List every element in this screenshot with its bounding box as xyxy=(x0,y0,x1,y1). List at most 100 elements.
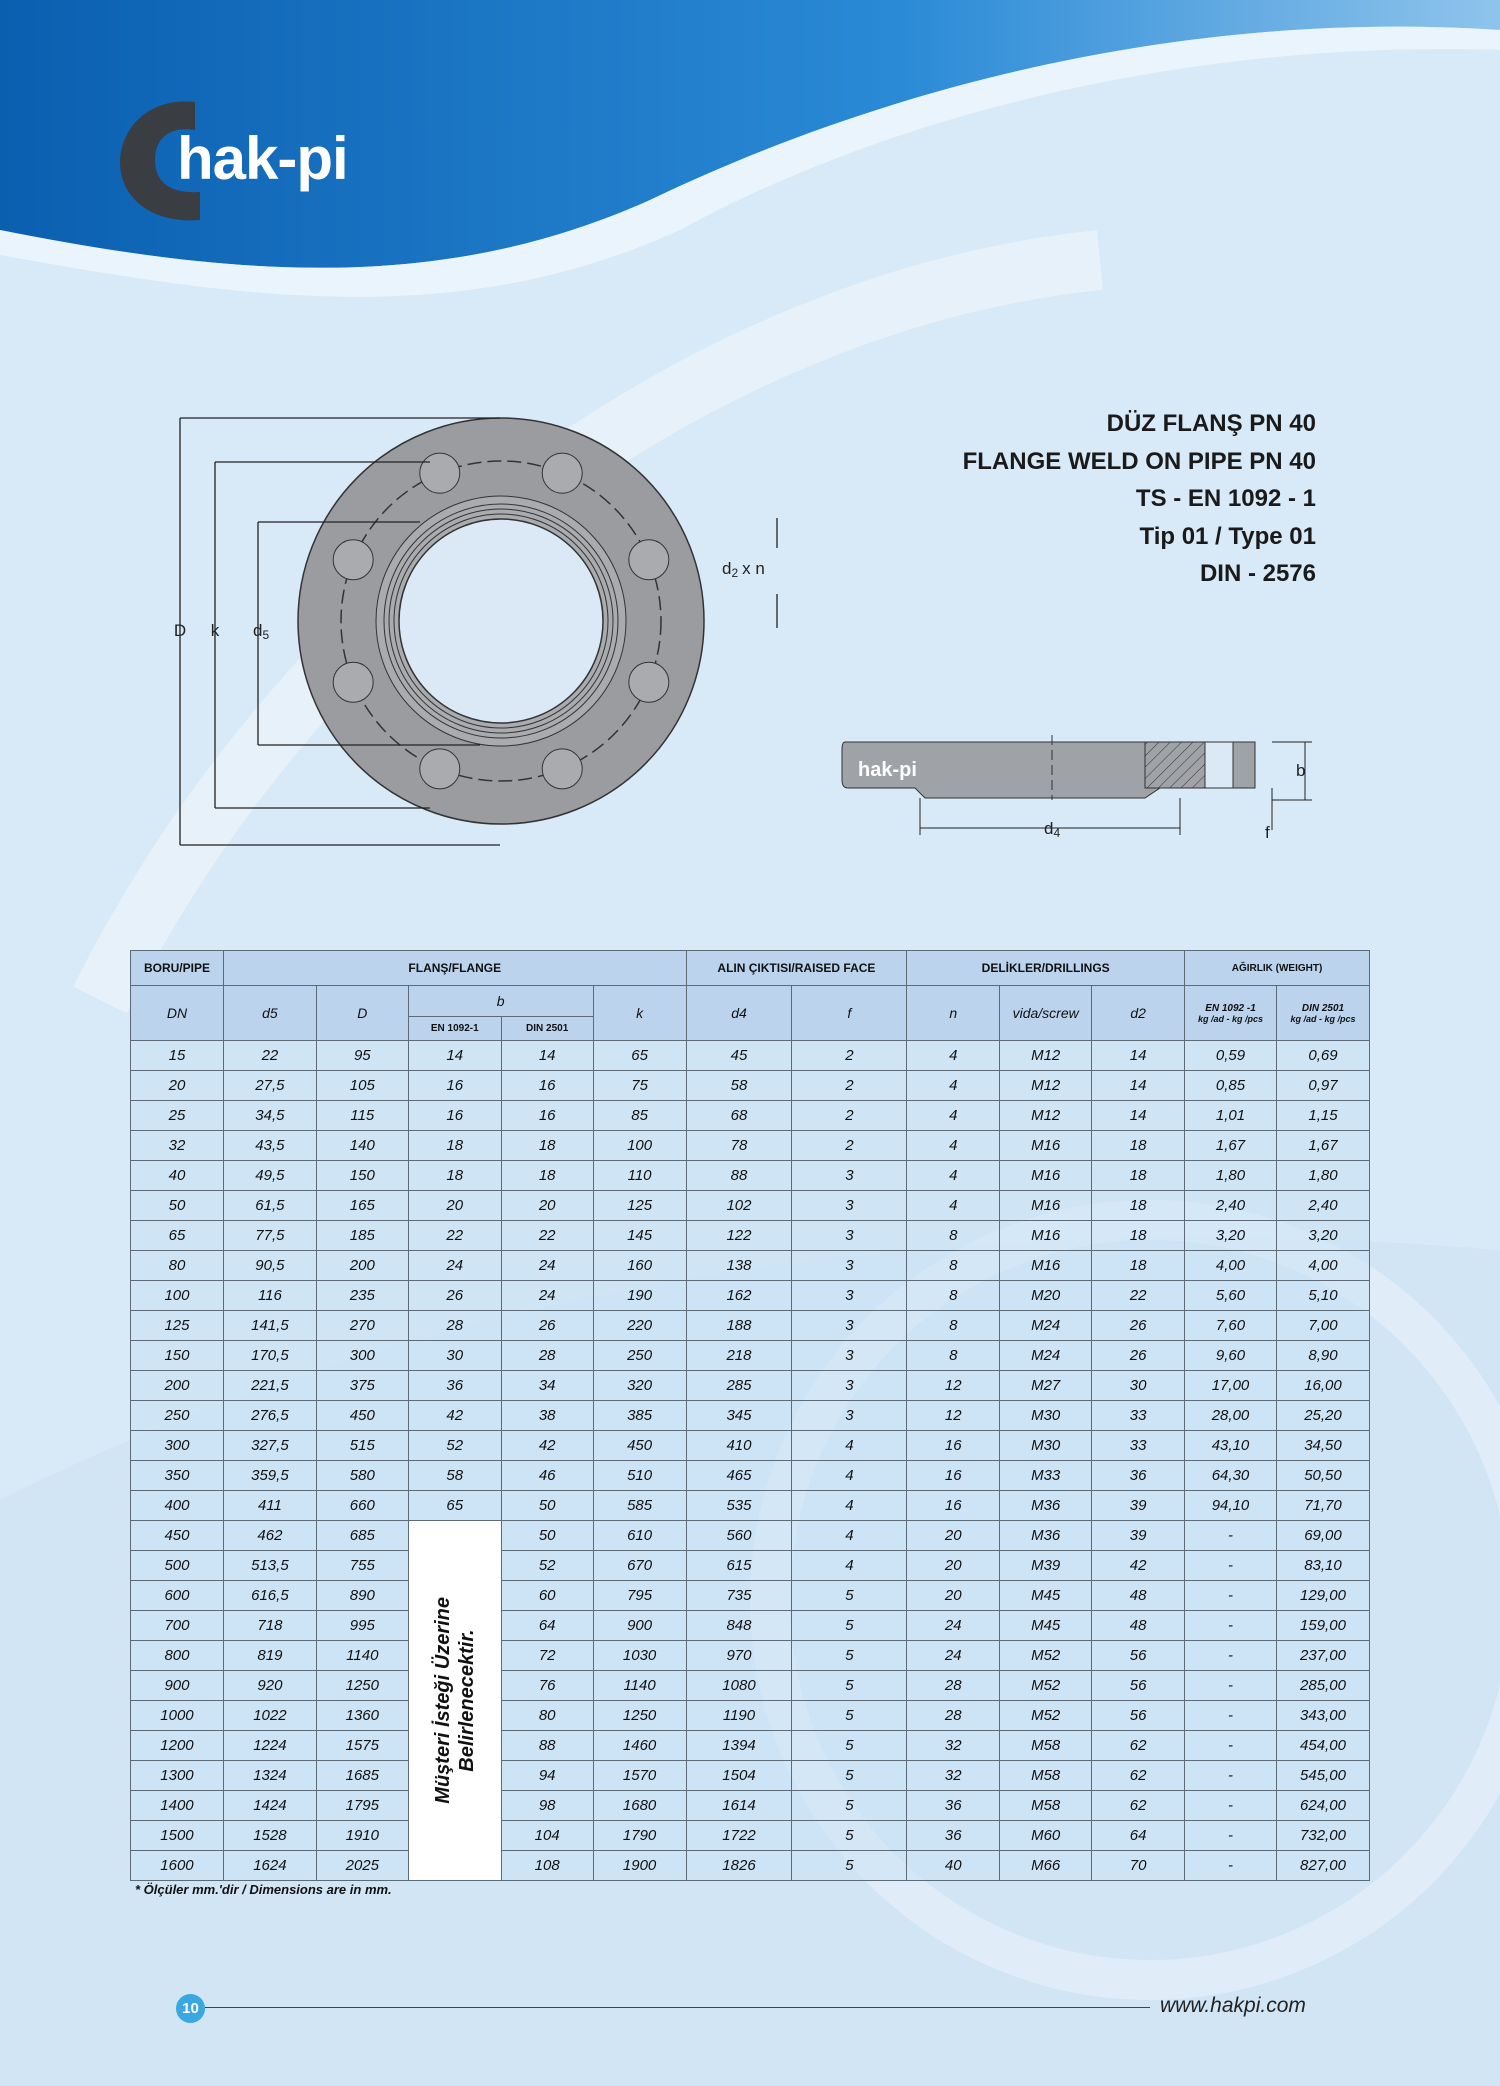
table-cell: 36 xyxy=(906,1790,1001,1821)
table-cell: M16 xyxy=(999,1130,1093,1161)
table-cell: 513,5 xyxy=(222,1550,317,1581)
table-row: 20 27,5 105 16 16 75 58 2 4 M12 14 0,85 0,97 xyxy=(130,1070,1371,1101)
table-cell: M36 xyxy=(999,1520,1093,1551)
table-cell: M60 xyxy=(999,1820,1093,1851)
table-cell: 1,80 xyxy=(1275,1160,1371,1191)
table-cell: 34 xyxy=(500,1370,594,1401)
table-cell: 2 xyxy=(791,1040,908,1071)
table-row: 600 616,5 890 60 795 735 5 20 M45 48-129,00 xyxy=(130,1580,1371,1611)
table-cell: 1,67 xyxy=(1275,1130,1371,1161)
table-cell: 18 xyxy=(1091,1220,1186,1251)
table-cell: M52 xyxy=(999,1700,1093,1731)
table-cell: 3 xyxy=(791,1280,908,1311)
table-cell: 3,20 xyxy=(1184,1220,1277,1251)
table-cell: 5 xyxy=(791,1850,908,1881)
table-cell: 14 xyxy=(407,1040,502,1071)
table-cell: - xyxy=(1184,1790,1277,1821)
table-cell: 24 xyxy=(500,1280,594,1311)
table-cell: 150 xyxy=(315,1160,409,1191)
footer-divider xyxy=(205,2007,1150,2008)
table-cell: 1,80 xyxy=(1184,1160,1277,1191)
table-cell: 1394 xyxy=(685,1730,793,1761)
table-cell: M24 xyxy=(999,1310,1093,1341)
table-row: 32 43,5 140 18 18 100 78 2 4 M16 18 1,67 1,67 xyxy=(130,1130,1371,1161)
dimensions-table: BORU/PIPE FLANŞ/FLANGE ALIN ÇIKTISI/RAIS… xyxy=(130,950,1371,1881)
table-cell: 45 xyxy=(685,1040,793,1071)
table-cell: 15 xyxy=(130,1040,224,1071)
table-cell: 34,50 xyxy=(1275,1430,1371,1461)
table-cell: 400 xyxy=(130,1490,224,1521)
table-cell: 1080 xyxy=(685,1670,793,1701)
table-cell: 320 xyxy=(592,1370,687,1401)
table-cell: M30 xyxy=(999,1430,1093,1461)
website-link[interactable]: www.hakpi.com xyxy=(1160,1994,1306,2017)
table-cell: 2,40 xyxy=(1275,1190,1371,1221)
table-cell: 237,00 xyxy=(1275,1640,1371,1671)
table-cell: 1300 xyxy=(130,1760,224,1791)
col-dn: DN xyxy=(130,985,224,1041)
table-cell: 660 xyxy=(315,1490,409,1521)
table-cell: 64 xyxy=(1091,1820,1186,1851)
table-cell: - xyxy=(1184,1820,1277,1851)
table-cell: 68 xyxy=(685,1100,793,1131)
table-cell: 285 xyxy=(685,1370,793,1401)
bolt-hole xyxy=(541,452,583,494)
table-cell: 220 xyxy=(592,1310,687,1341)
table-cell: 76 xyxy=(500,1670,594,1701)
table-cell: 1400 xyxy=(130,1790,224,1821)
table-cell: 88 xyxy=(685,1160,793,1191)
table-row: 200 221,5 375 36 34 320 285 3 12 M27 30 17,00 16,00 xyxy=(130,1370,1371,1401)
table-cell: 185 xyxy=(315,1220,409,1251)
table-cell: 4 xyxy=(791,1550,908,1581)
table-cell: 28 xyxy=(906,1670,1001,1701)
table-cell: 1000 xyxy=(130,1700,224,1731)
table-cell: 18 xyxy=(1091,1130,1186,1161)
table-cell: 995 xyxy=(315,1610,409,1641)
table-cell: 1,67 xyxy=(1184,1130,1277,1161)
table-cell: 20 xyxy=(906,1520,1001,1551)
table-row: 1400 1424 1795 98 1680 1614 5 36 M58 62-624,00 xyxy=(130,1790,1371,1821)
table-cell: 5 xyxy=(791,1730,908,1761)
table-cell: - xyxy=(1184,1640,1277,1671)
table-cell: 5 xyxy=(791,1580,908,1611)
table-row: 80 90,5 200 24 24 160 138 3 8 M16 18 4,00 4,00 xyxy=(130,1250,1371,1281)
bolt-hole xyxy=(419,452,461,494)
table-cell: 1575 xyxy=(315,1730,409,1761)
table-cell: 3 xyxy=(791,1190,908,1221)
table-cell: 1460 xyxy=(592,1730,687,1761)
table-cell: 4 xyxy=(906,1130,1001,1161)
table-cell: 375 xyxy=(315,1370,409,1401)
table-cell: 14 xyxy=(1091,1040,1186,1071)
table-cell: 12 xyxy=(906,1370,1001,1401)
table-cell: 300 xyxy=(130,1430,224,1461)
table-cell: M39 xyxy=(999,1550,1093,1581)
bolt-hole xyxy=(628,539,670,581)
table-cell: 62 xyxy=(1091,1730,1186,1761)
table-cell: 70 xyxy=(1091,1850,1186,1881)
label-d4: d4 xyxy=(1044,819,1060,840)
weight-din-label: DIN 2501 xyxy=(1301,1002,1345,1014)
table-cell: 8 xyxy=(906,1250,1001,1281)
table-cell: 4 xyxy=(906,1040,1001,1071)
table-row: 400 411 660 65 50 585 535 4 16 M36 39 94,10 71,70 xyxy=(130,1490,1371,1521)
table-cell: - xyxy=(1184,1670,1277,1701)
table-cell: 14 xyxy=(1091,1100,1186,1131)
title-en: FLANGE WELD ON PIPE PN 40 xyxy=(962,447,1316,475)
table-cell: 2 xyxy=(791,1070,908,1101)
table-cell: 40 xyxy=(130,1160,224,1191)
table-cell: 685 xyxy=(315,1520,409,1551)
table-cell: 615 xyxy=(685,1550,793,1581)
table-cell: 122 xyxy=(685,1220,793,1251)
weight-din-unit: kg /ad - kg /pcs xyxy=(1290,1013,1356,1024)
hakpi-logo: hak-pi xyxy=(115,92,395,228)
table-cell: M16 xyxy=(999,1190,1093,1221)
table-cell: 0,97 xyxy=(1275,1070,1371,1101)
table-row: 500 513,5 755 52 670 615 4 20 M39 42-83,10 xyxy=(130,1550,1371,1581)
table-cell: 0,69 xyxy=(1275,1040,1371,1071)
table-cell: 4 xyxy=(906,1070,1001,1101)
table-cell: 125 xyxy=(130,1310,224,1341)
table-cell: 5 xyxy=(791,1760,908,1791)
table-cell: 250 xyxy=(130,1400,224,1431)
table-row: 800 819 1140 72 1030 970 5 24 M52 56-237,00 xyxy=(130,1640,1371,1671)
table-cell: 1624 xyxy=(222,1850,317,1881)
